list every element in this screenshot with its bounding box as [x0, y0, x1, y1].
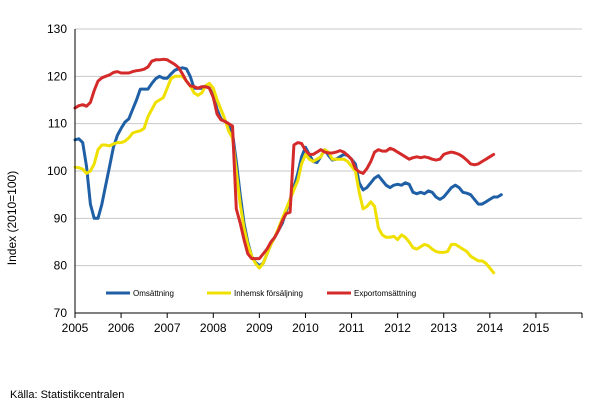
legend: Omsättning Inhemsk försäljning Exportomsät… — [106, 289, 416, 298]
legend-label-1: Omsättning — [133, 289, 174, 298]
y-tick-labels: 70 80 90 100 110 120 130 — [47, 22, 67, 320]
y-tick-label-120: 120 — [47, 69, 67, 83]
x-tick-label-2012: 2012 — [384, 321, 411, 335]
x-tick-label-2011: 2011 — [339, 321, 365, 335]
x-tick-label-2006: 2006 — [108, 321, 135, 335]
y-tick-label-130: 130 — [47, 22, 67, 36]
series-line-2 — [73, 74, 496, 275]
y-axis-title: Index (2010=100) — [5, 171, 19, 265]
series-line-1 — [73, 66, 503, 268]
series-group — [73, 57, 503, 275]
legend-label-2: Inhemsk försäljning — [234, 289, 303, 298]
x-tick-label-2009: 2009 — [246, 321, 273, 335]
y-tick-label-80: 80 — [54, 259, 68, 273]
x-tick-label-2015: 2015 — [523, 321, 550, 335]
y-tick-label-90: 90 — [54, 211, 68, 225]
x-tick-label-2008: 2008 — [200, 321, 227, 335]
x-tick-label-2010: 2010 — [292, 321, 319, 335]
y-tick-label-70: 70 — [54, 306, 68, 320]
x-tick-label-2005: 2005 — [62, 321, 89, 335]
x-tick-labels: 2005 2006 2007 2008 2009 2010 2011 2012 2013 2014… — [62, 321, 550, 335]
series-line-3 — [73, 57, 496, 261]
x-tick-label-2014: 2014 — [476, 321, 503, 335]
axes — [74, 29, 583, 318]
x-tick-label-2013: 2013 — [430, 321, 457, 335]
legend-label-3: Exportomsättning — [354, 289, 416, 298]
y-tick-label-100: 100 — [47, 164, 67, 178]
x-tick-label-2007: 2007 — [154, 321, 181, 335]
y-tick-label-110: 110 — [48, 117, 67, 131]
source-note: Källa: Statistikcentralen — [10, 389, 125, 401]
